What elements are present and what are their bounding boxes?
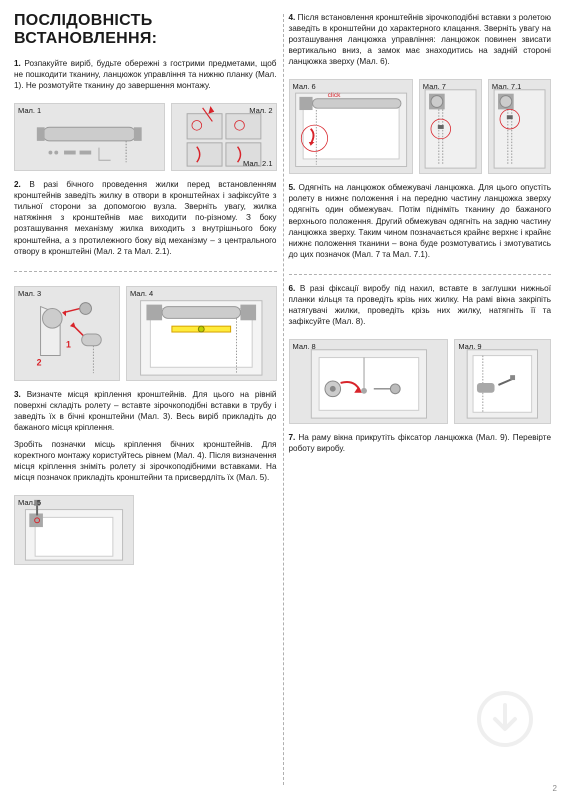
figure-row-89: Мал. 8 Мал. 9 [289, 339, 552, 424]
step-4-body: Після встановлення кронштейнів зірочкопо… [289, 13, 552, 66]
figure-71: Мал. 7.1 [488, 79, 551, 174]
step-3b-body: Зробіть позначки місць кріплення бічних … [14, 440, 277, 482]
figure-row-1: Мал. 1 Мал. 2 Мал. 2.1 [14, 103, 277, 171]
step-2-body: В разі бічного проведення жилки перед вс… [14, 180, 277, 255]
figure-7-label: Мал. 7 [423, 82, 446, 91]
step-1-text: 1. Розпакуйте виріб, будьте обережні з г… [14, 58, 277, 91]
figure-row-6: Мал. 6 click Мал. 7 [289, 79, 552, 174]
step-4-text: 4. Після встановлення кронштейнів зірочк… [289, 12, 552, 67]
figure-1-label: Мал. 1 [18, 106, 41, 115]
vertical-divider [283, 14, 284, 785]
step-number-6: 6. [289, 284, 296, 293]
step-5-body: Одягніть на ланцюжок обмежувачі ланцюжка… [289, 183, 552, 258]
figure-6: Мал. 6 click [289, 79, 413, 174]
figure-8: Мал. 8 [289, 339, 449, 424]
right-column: 4. Після встановлення кронштейнів зірочк… [289, 12, 552, 787]
figure-7: Мал. 7 [419, 79, 482, 174]
step-6-text: 6. В разі фіксації виробу під нахил, вст… [289, 283, 552, 327]
figure-71-svg [489, 80, 550, 173]
figure-row-34: Мал. 3 2 1 Мал. 4 [14, 286, 277, 381]
horizontal-divider-left [14, 271, 277, 272]
figure-5: Мал. 5 [14, 495, 134, 565]
figure-7-svg [420, 80, 481, 173]
figure-9: Мал. 9 [454, 339, 551, 424]
figure-4-label: Мал. 4 [130, 289, 153, 298]
step-number-7: 7. [289, 433, 296, 442]
figure-21-label: Мал. 2.1 [243, 159, 272, 168]
step-5-text: 5. Одягніть на ланцюжок обмежувачі ланцю… [289, 182, 552, 259]
step-3-text: 3. Визначте місця кріплення кронштейнів.… [14, 389, 277, 433]
figure-3: Мал. 3 2 1 [14, 286, 120, 381]
figure-5-label: Мал. 5 [18, 498, 41, 507]
svg-text:1: 1 [66, 339, 71, 349]
step-7-body: На раму вікна прикрутіть фіксатор ланцюж… [289, 433, 552, 453]
figure-3-svg: 2 1 [15, 287, 119, 380]
step-3a-body: Визначте місця кріплення кронштейнів. Дл… [14, 390, 277, 432]
figure-9-svg [455, 340, 550, 423]
step-number-3: 3. [14, 390, 21, 399]
svg-text:click: click [327, 92, 341, 99]
figure-71-label: Мал. 7.1 [492, 82, 521, 91]
step-number-5: 5. [289, 183, 296, 192]
page-title: ПОСЛІДОВНІСТЬ ВСТАНОВЛЕННЯ: [14, 12, 277, 48]
step-3b-text: Зробіть позначки місць кріплення бічних … [14, 439, 277, 483]
figure-row-5: Мал. 5 [14, 495, 277, 565]
figure-6-label: Мал. 6 [293, 82, 316, 91]
figure-6-svg: click [290, 80, 412, 173]
step-7-text: 7. На раму вікна прикрутіть фіксатор лан… [289, 432, 552, 454]
watermark-icon [475, 689, 535, 754]
step-number-2: 2. [14, 180, 21, 189]
figure-2-label: Мал. 2 [249, 106, 272, 115]
step-1-body: Розпакуйте виріб, будьте обережні з гост… [14, 59, 277, 90]
svg-text:2: 2 [37, 357, 42, 367]
left-column: ПОСЛІДОВНІСТЬ ВСТАНОВЛЕННЯ: 1. Розпакуйт… [14, 12, 277, 787]
step-6-body: В разі фіксації виробу під нахил, вставт… [289, 284, 552, 326]
figure-3-label: Мал. 3 [18, 289, 41, 298]
step-number-1: 1. [14, 59, 21, 68]
step-number-4: 4. [289, 13, 296, 22]
figure-1: Мал. 1 [14, 103, 165, 171]
page-number: 2 [553, 784, 557, 793]
horizontal-divider-right [289, 274, 552, 275]
figure-4-svg [127, 287, 276, 380]
figure-8-label: Мал. 8 [293, 342, 316, 351]
figure-9-label: Мал. 9 [458, 342, 481, 351]
figure-4: Мал. 4 [126, 286, 277, 381]
step-2-text: 2. В разі бічного проведення жилки перед… [14, 179, 277, 256]
figure-2: Мал. 2 Мал. 2.1 [171, 103, 277, 171]
figure-8-svg [290, 340, 448, 423]
